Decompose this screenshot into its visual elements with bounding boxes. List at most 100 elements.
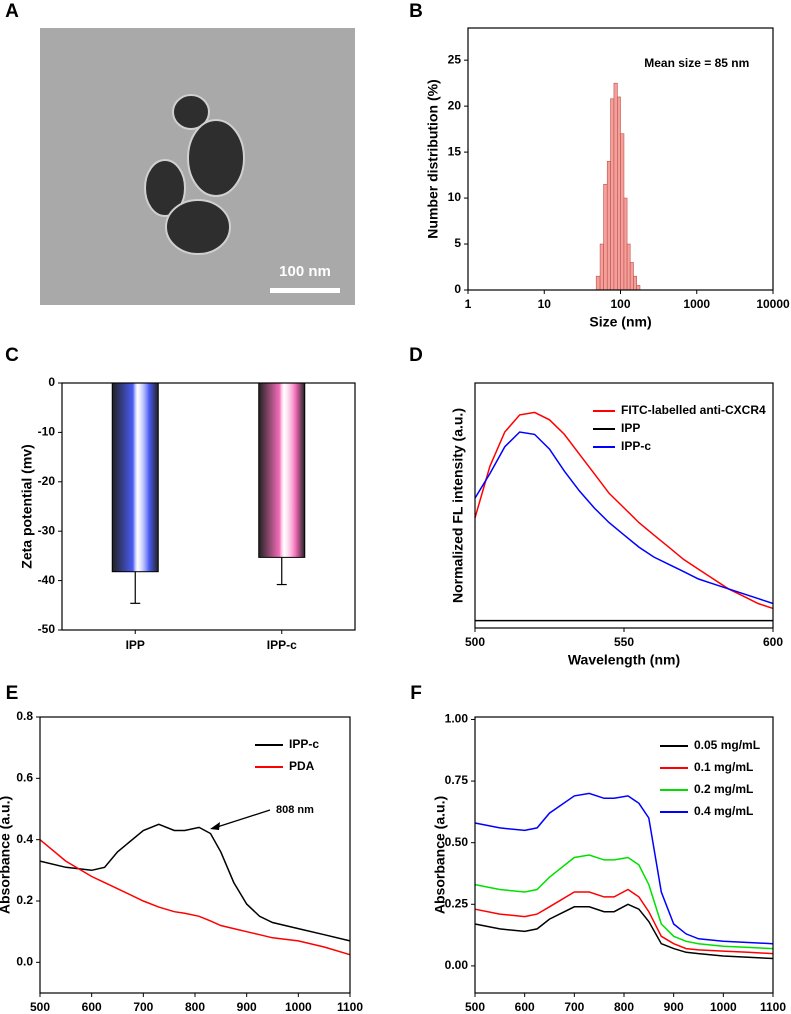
x-tick-label: 1000	[683, 297, 710, 311]
x-tick-label: IPP-c	[267, 638, 297, 652]
y-tick-label: -20	[38, 474, 56, 488]
legend-label: 0.2 mg/mL	[694, 782, 753, 796]
histogram-bar	[595, 275, 601, 291]
legend-label: IPP-c	[289, 737, 319, 751]
line-series	[474, 431, 774, 605]
x-tick-label: IPP	[126, 638, 145, 652]
annotation: 808 nm	[276, 804, 314, 816]
x-tick-label: 10	[538, 297, 552, 311]
y-tick-label: 0.0	[16, 955, 33, 969]
x-tick-label: 700	[133, 1000, 153, 1014]
y-tick-label: -40	[38, 573, 56, 587]
annotation: Mean size = 85 nm	[644, 56, 749, 70]
y-tick-label: 20	[448, 98, 462, 112]
y-tick-label: 0.00	[445, 958, 469, 972]
y-tick-label: 0.4	[16, 832, 33, 846]
histogram-bar	[623, 197, 628, 291]
panel-letter: C	[5, 345, 19, 366]
x-tick-label: 1	[465, 297, 472, 311]
y-tick-label: 0.25	[445, 896, 469, 910]
y-tick-label: 1.00	[445, 712, 469, 726]
x-tick-label: 10000	[756, 297, 790, 311]
bar	[111, 382, 159, 573]
legend-label: PDA	[289, 759, 315, 773]
legend-label: 0.1 mg/mL	[694, 760, 753, 774]
x-tick-label: 500	[465, 1000, 485, 1014]
plot-frame	[61, 382, 356, 631]
histogram-bar	[613, 82, 618, 291]
histogram-bar	[636, 285, 641, 291]
y-tick-label: 10	[448, 190, 462, 204]
y-tick-label: 15	[448, 144, 462, 158]
legend-label: 0.05 mg/mL	[694, 738, 760, 752]
y-axis-title: Zeta potential (mv)	[19, 444, 35, 568]
x-tick-label: 550	[614, 635, 634, 649]
histogram-bar	[610, 98, 615, 291]
x-tick-label: 100	[610, 297, 630, 311]
y-tick-label: 0	[48, 375, 55, 389]
x-tick-label: 1000	[285, 1000, 312, 1014]
line-series	[474, 792, 774, 945]
histogram-bar	[599, 243, 604, 291]
x-tick-label: 1100	[337, 1000, 363, 1014]
y-axis-title: Absorbance (a.u.)	[0, 796, 13, 914]
histogram-bar	[606, 160, 611, 291]
y-tick-label: 25	[448, 52, 462, 66]
panel-letter: D	[409, 345, 423, 366]
line-series	[474, 411, 774, 610]
panel-letter: B	[409, 1, 423, 22]
x-tick-label: 800	[614, 1000, 634, 1014]
x-tick-label: 900	[664, 1000, 684, 1014]
y-tick-label: -50	[38, 622, 56, 636]
x-tick-label: 500	[465, 635, 485, 649]
y-tick-label: 5	[454, 236, 461, 250]
y-axis-title: Normalized FL intensity (a.u.)	[450, 408, 466, 603]
particle	[187, 119, 245, 197]
scale-bar	[270, 288, 340, 293]
particle	[144, 159, 186, 217]
legend-label: 0.4 mg/mL	[694, 804, 753, 818]
line-series	[474, 903, 774, 960]
legend-label: IPP	[621, 421, 640, 435]
x-axis-title: Size (nm)	[589, 314, 651, 330]
x-tick-label: 600	[763, 635, 783, 649]
x-tick-label: 600	[82, 1000, 102, 1014]
histogram-bar	[626, 243, 631, 291]
histogram-bar	[620, 133, 625, 291]
x-tick-label: 1100	[760, 1000, 786, 1014]
y-tick-label: 0.6	[16, 771, 33, 785]
line-series	[474, 854, 774, 950]
legend-label: IPP-c	[621, 439, 651, 453]
panel-letter: A	[5, 1, 19, 22]
histogram-bar	[629, 262, 634, 291]
x-tick-label: 700	[564, 1000, 584, 1014]
x-tick-label: 600	[515, 1000, 535, 1014]
y-tick-label: -30	[38, 523, 56, 537]
y-tick-label: -10	[38, 425, 56, 439]
line-series	[474, 888, 774, 955]
legend-label: FITC-labelled anti-CXCR4	[621, 403, 766, 417]
y-tick-label: 0	[454, 282, 461, 296]
x-tick-label: 900	[237, 1000, 257, 1014]
y-axis-title: Number distribution (%)	[425, 79, 441, 238]
histogram-bar	[603, 183, 608, 291]
y-tick-label: 0.75	[445, 773, 469, 787]
x-tick-label: 500	[30, 1000, 50, 1014]
histogram-bar	[617, 96, 621, 291]
line-series	[39, 839, 351, 956]
scale-bar-label: 100 nm	[279, 263, 331, 280]
panel-letter: F	[410, 683, 422, 704]
particle	[165, 199, 231, 255]
particle	[172, 94, 210, 130]
panel-letter: E	[6, 683, 19, 704]
histogram-bar	[633, 275, 637, 291]
y-tick-label: 0.8	[16, 709, 33, 723]
arrow-head	[210, 822, 220, 830]
plot-frame	[474, 382, 774, 629]
x-axis-title: Wavelength (nm)	[568, 652, 680, 668]
y-tick-label: 0.2	[16, 893, 33, 907]
x-tick-label: 1000	[710, 1000, 737, 1014]
annotation-arrow	[213, 809, 271, 829]
bar	[258, 382, 306, 558]
